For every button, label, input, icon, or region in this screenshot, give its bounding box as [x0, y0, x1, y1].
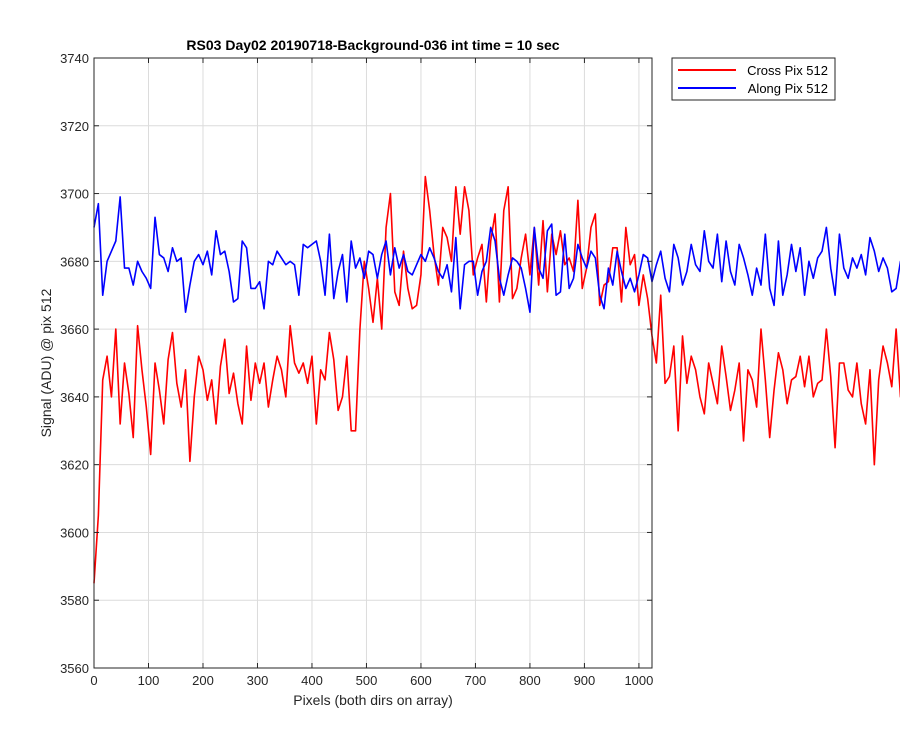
plot-area — [94, 58, 652, 668]
y-tick-label: 3740 — [60, 51, 89, 66]
series-along-pix-512-line — [93, 196, 900, 313]
x-tick-label: 800 — [519, 673, 541, 688]
y-tick-label: 3720 — [60, 119, 89, 134]
x-tick-label: 1000 — [624, 673, 653, 688]
y-tick-label: 3640 — [60, 390, 89, 405]
legend: Cross Pix 512 Along Pix 512 — [671, 57, 836, 101]
y-axis-label: Signal (ADU) @ pix 512 — [38, 288, 54, 437]
y-tick-label: 3620 — [60, 458, 89, 473]
x-tick-label: 900 — [574, 673, 596, 688]
x-tick-label: 500 — [356, 673, 378, 688]
plot-frame — [93, 57, 653, 669]
legend-label-along: Along Pix 512 — [748, 81, 828, 96]
chart-title: RS03 Day02 20190718-Background-036 int t… — [186, 37, 559, 53]
y-tick-label: 3660 — [60, 322, 89, 337]
series-layer — [93, 175, 900, 584]
y-tick-label: 3600 — [60, 525, 89, 540]
x-tick-label: 100 — [138, 673, 160, 688]
series-cross-pix-512-line — [93, 175, 900, 584]
y-tick-label: 3560 — [60, 661, 89, 676]
ticks: 0 100 200 300 400 500 600 700 800 900 1000 3560 3580… — [60, 51, 653, 688]
x-tick-label: 700 — [465, 673, 487, 688]
y-tick-label: 3700 — [60, 187, 89, 202]
x-tick-label: 300 — [247, 673, 269, 688]
legend-box — [671, 57, 836, 101]
x-tick-label: 0 — [90, 673, 97, 688]
x-tick-label: 400 — [301, 673, 323, 688]
x-tick-label: 200 — [192, 673, 214, 688]
y-tick-label: 3580 — [60, 593, 89, 608]
y-tick-label: 3680 — [60, 254, 89, 269]
grid — [93, 57, 652, 669]
x-axis-label: Pixels (both dirs on array) — [293, 692, 453, 708]
legend-label-cross: Cross Pix 512 — [747, 63, 828, 78]
x-tick-label: 600 — [410, 673, 432, 688]
